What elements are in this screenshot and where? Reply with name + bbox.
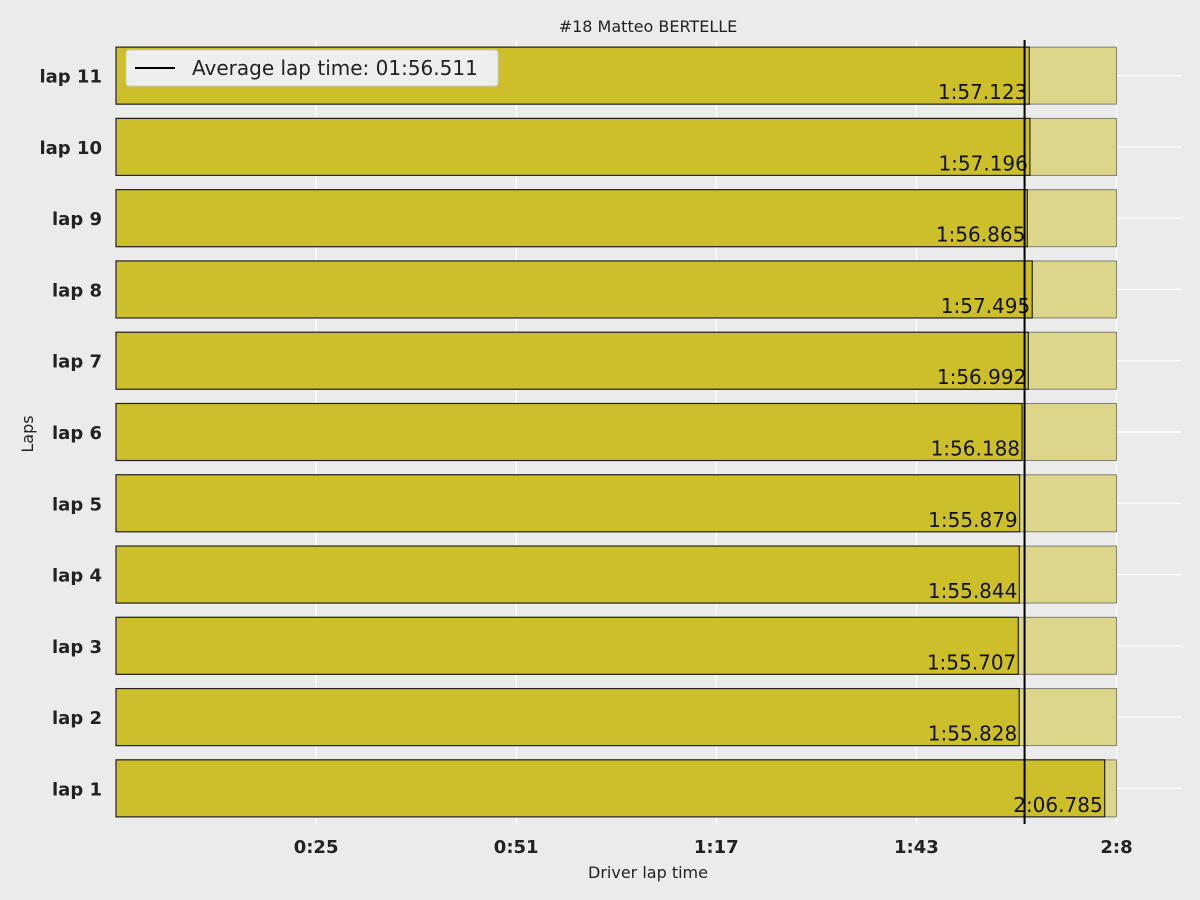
x-tick-label: 2:8	[1100, 837, 1132, 858]
lap-bar	[115, 687, 1020, 747]
bar-value-label: 1:56.188	[931, 437, 1020, 461]
y-tick-labels: lap 1 lap 2 lap 3 lap 4 lap 5 lap 6 lap 7 lap 8…	[39, 67, 102, 801]
y-tick-label: lap 5	[52, 494, 102, 515]
bar-value-label: 1:55.828	[928, 722, 1017, 746]
lap-bar	[115, 189, 1028, 248]
bar-value-label: 1:55.844	[928, 579, 1017, 603]
lap-bar	[115, 759, 1106, 818]
lap-bar	[115, 260, 1033, 319]
y-tick-label: lap 9	[52, 209, 102, 230]
lap-bar	[115, 474, 1021, 533]
bar-value-label: 1:57.196	[938, 151, 1027, 175]
bar-value-label: 1:55.707	[927, 650, 1016, 674]
legend: Average lap time: 01:56.511	[125, 49, 499, 87]
legend-box	[125, 49, 499, 87]
lap-bar	[115, 331, 1029, 390]
legend-label: Average lap time: 01:56.511	[192, 56, 478, 80]
x-tick-label: 0:25	[294, 837, 339, 858]
y-tick-label: lap 2	[52, 708, 102, 729]
x-axis-label: Driver lap time	[588, 863, 708, 882]
bar-value-label: 2:06.785	[1013, 793, 1102, 817]
bar-labels: 2:06.785 1:55.828 1:55.707 1:55.844 1:55.879…	[927, 80, 1103, 817]
lap-bar	[115, 402, 1023, 462]
bar-value-label: 1:56.992	[937, 365, 1026, 389]
bar-value-label: 1:57.123	[938, 80, 1027, 104]
lap-bar	[115, 117, 1031, 177]
y-tick-label: lap 10	[39, 138, 102, 159]
y-tick-label: lap 4	[52, 566, 102, 587]
bar-value-label: 1:57.495	[941, 294, 1030, 318]
y-tick-label: lap 1	[52, 779, 102, 800]
x-tick-label: 0:51	[494, 837, 539, 858]
y-tick-label: lap 6	[52, 423, 102, 444]
lap-bar	[115, 545, 1020, 604]
x-tick-label: 1:43	[894, 837, 939, 858]
chart-title: #18 Matteo BERTELLE	[559, 17, 738, 36]
y-axis-label: Laps	[18, 415, 37, 452]
bar-value-label: 1:56.865	[936, 223, 1025, 247]
y-tick-label: lap 7	[52, 352, 102, 373]
bar-value-label: 1:55.879	[928, 508, 1017, 532]
y-tick-label: lap 3	[52, 637, 102, 658]
y-tick-label: lap 11	[39, 67, 102, 88]
bars	[115, 46, 1117, 818]
x-tick-labels: 0:25 0:51 1:17 1:43 2:8	[294, 837, 1133, 858]
y-tick-label: lap 8	[52, 280, 102, 301]
x-tick-label: 1:17	[694, 837, 739, 858]
lap-bar	[115, 616, 1019, 675]
